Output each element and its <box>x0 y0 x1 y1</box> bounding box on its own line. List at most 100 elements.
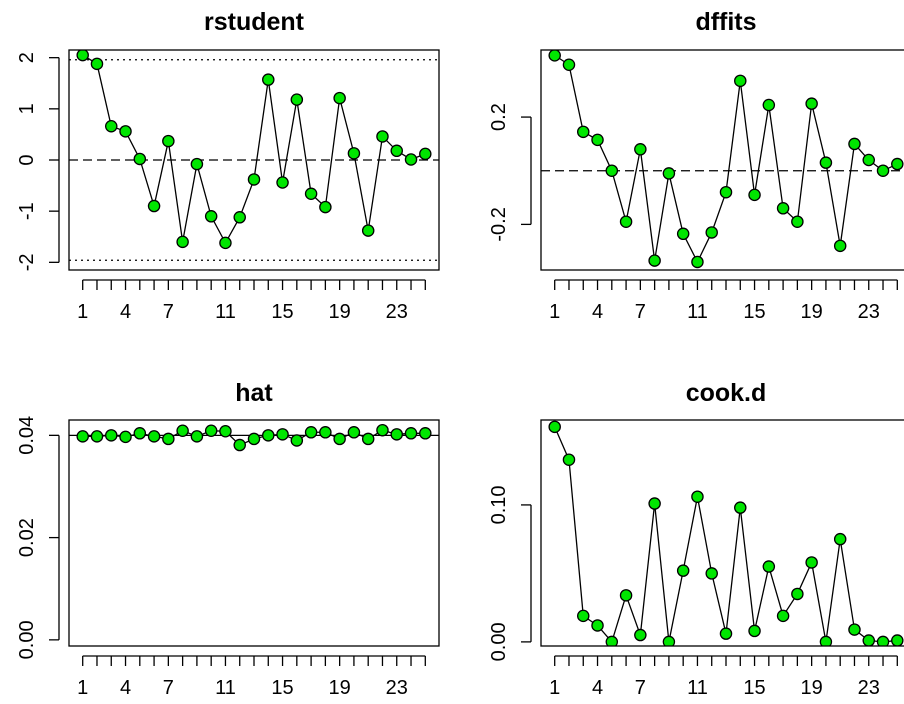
data-point <box>891 634 904 646</box>
data-point <box>719 185 733 199</box>
data-point <box>262 73 275 86</box>
data-point <box>319 426 332 439</box>
x-tick-label: 7 <box>635 677 646 699</box>
data-point <box>162 432 175 446</box>
panel-title: rstudent <box>204 8 305 36</box>
x-tick-label: 23 <box>858 301 880 323</box>
x-tick-label: 11 <box>215 301 236 323</box>
data-point <box>133 427 147 440</box>
y-tick-label: 0.10 <box>488 485 510 524</box>
x-tick-label: 15 <box>271 301 293 323</box>
plot-frame <box>540 419 904 647</box>
data-point <box>891 157 904 171</box>
x-tick-label: 1 <box>549 301 560 323</box>
data-point <box>562 453 576 466</box>
data-point <box>848 137 861 151</box>
x-tick-label: 15 <box>743 301 765 323</box>
y-tick-label: 0.04 <box>16 416 38 455</box>
data-point <box>190 430 204 443</box>
data-point <box>290 93 304 106</box>
data-point <box>691 490 704 503</box>
y-tick-label: -0.2 <box>488 207 510 241</box>
panel-dffits: dffits 1 4 7 11 15 19 23 -0.2 0.2 <box>488 8 904 323</box>
data-point <box>219 236 232 250</box>
x-tick-label: 15 <box>743 677 765 699</box>
data-point <box>147 430 161 443</box>
data-point <box>619 215 633 228</box>
data-point <box>290 434 304 447</box>
data-point <box>90 430 104 443</box>
data-point <box>119 125 132 138</box>
data-point <box>591 619 604 632</box>
data-point <box>734 501 747 514</box>
data-point <box>762 98 776 112</box>
data-point <box>376 130 389 143</box>
data-point <box>276 428 289 441</box>
series-line <box>82 54 426 245</box>
data-point <box>333 91 346 105</box>
data-point <box>319 200 332 214</box>
data-point <box>634 143 647 156</box>
data-point <box>676 227 690 241</box>
x-tick-label: 1 <box>549 677 560 699</box>
data-point <box>634 628 647 642</box>
x-tick-label: 11 <box>687 301 708 323</box>
x-tick-label: 19 <box>329 677 351 699</box>
data-point <box>591 133 604 147</box>
data-point <box>361 432 375 446</box>
data-point <box>848 623 861 636</box>
data-point <box>776 609 790 623</box>
data-point <box>376 423 389 437</box>
panel-title: cook.d <box>686 379 767 407</box>
x-tick-label: 19 <box>801 301 823 323</box>
data-point <box>219 424 232 438</box>
data-point <box>648 254 661 267</box>
panel-rstudent: rstudent 1 4 7 11 15 19 23 -2 -1 0 1 2 <box>16 8 440 323</box>
data-point <box>705 226 718 239</box>
data-point <box>805 97 818 110</box>
data-point <box>676 564 690 577</box>
data-point <box>748 188 761 202</box>
data-point <box>862 153 875 167</box>
data-point <box>190 157 204 171</box>
data-point <box>304 426 318 439</box>
y-tick-label: 0.2 <box>488 103 510 131</box>
data-point <box>333 432 346 446</box>
data-point <box>247 432 261 446</box>
x-tick-label: 11 <box>215 677 236 699</box>
y-tick-label: -2 <box>16 253 38 271</box>
data-point <box>105 119 118 133</box>
plot-frame <box>540 49 904 271</box>
data-point <box>176 235 189 249</box>
data-point <box>833 239 847 253</box>
data-point <box>577 609 590 623</box>
data-point <box>805 556 818 569</box>
x-tick-label: 19 <box>801 677 823 699</box>
x-tick-label: 4 <box>592 301 603 323</box>
data-point <box>748 624 761 638</box>
data-point <box>648 497 661 510</box>
data-point <box>404 427 418 440</box>
y-tick-label: 1 <box>16 103 38 114</box>
data-point <box>548 420 561 434</box>
series-line <box>554 54 898 264</box>
data-point <box>719 627 733 640</box>
panel-title: dffits <box>695 8 756 36</box>
data-point <box>90 57 104 71</box>
panel-title: hat <box>235 379 273 407</box>
x-tick-label: 4 <box>120 301 131 323</box>
data-point <box>577 125 590 139</box>
x-tick-label: 23 <box>386 677 408 699</box>
x-tick-label: 7 <box>163 301 174 323</box>
x-tick-label: 23 <box>386 301 408 323</box>
data-point <box>361 224 375 237</box>
data-point <box>390 144 403 158</box>
data-point <box>791 587 804 601</box>
data-point <box>233 211 246 224</box>
data-point <box>619 589 633 602</box>
data-point <box>119 430 132 444</box>
data-point <box>204 210 218 223</box>
x-tick-label: 4 <box>120 677 131 699</box>
x-tick-label: 1 <box>77 301 88 323</box>
data-point <box>662 635 676 646</box>
